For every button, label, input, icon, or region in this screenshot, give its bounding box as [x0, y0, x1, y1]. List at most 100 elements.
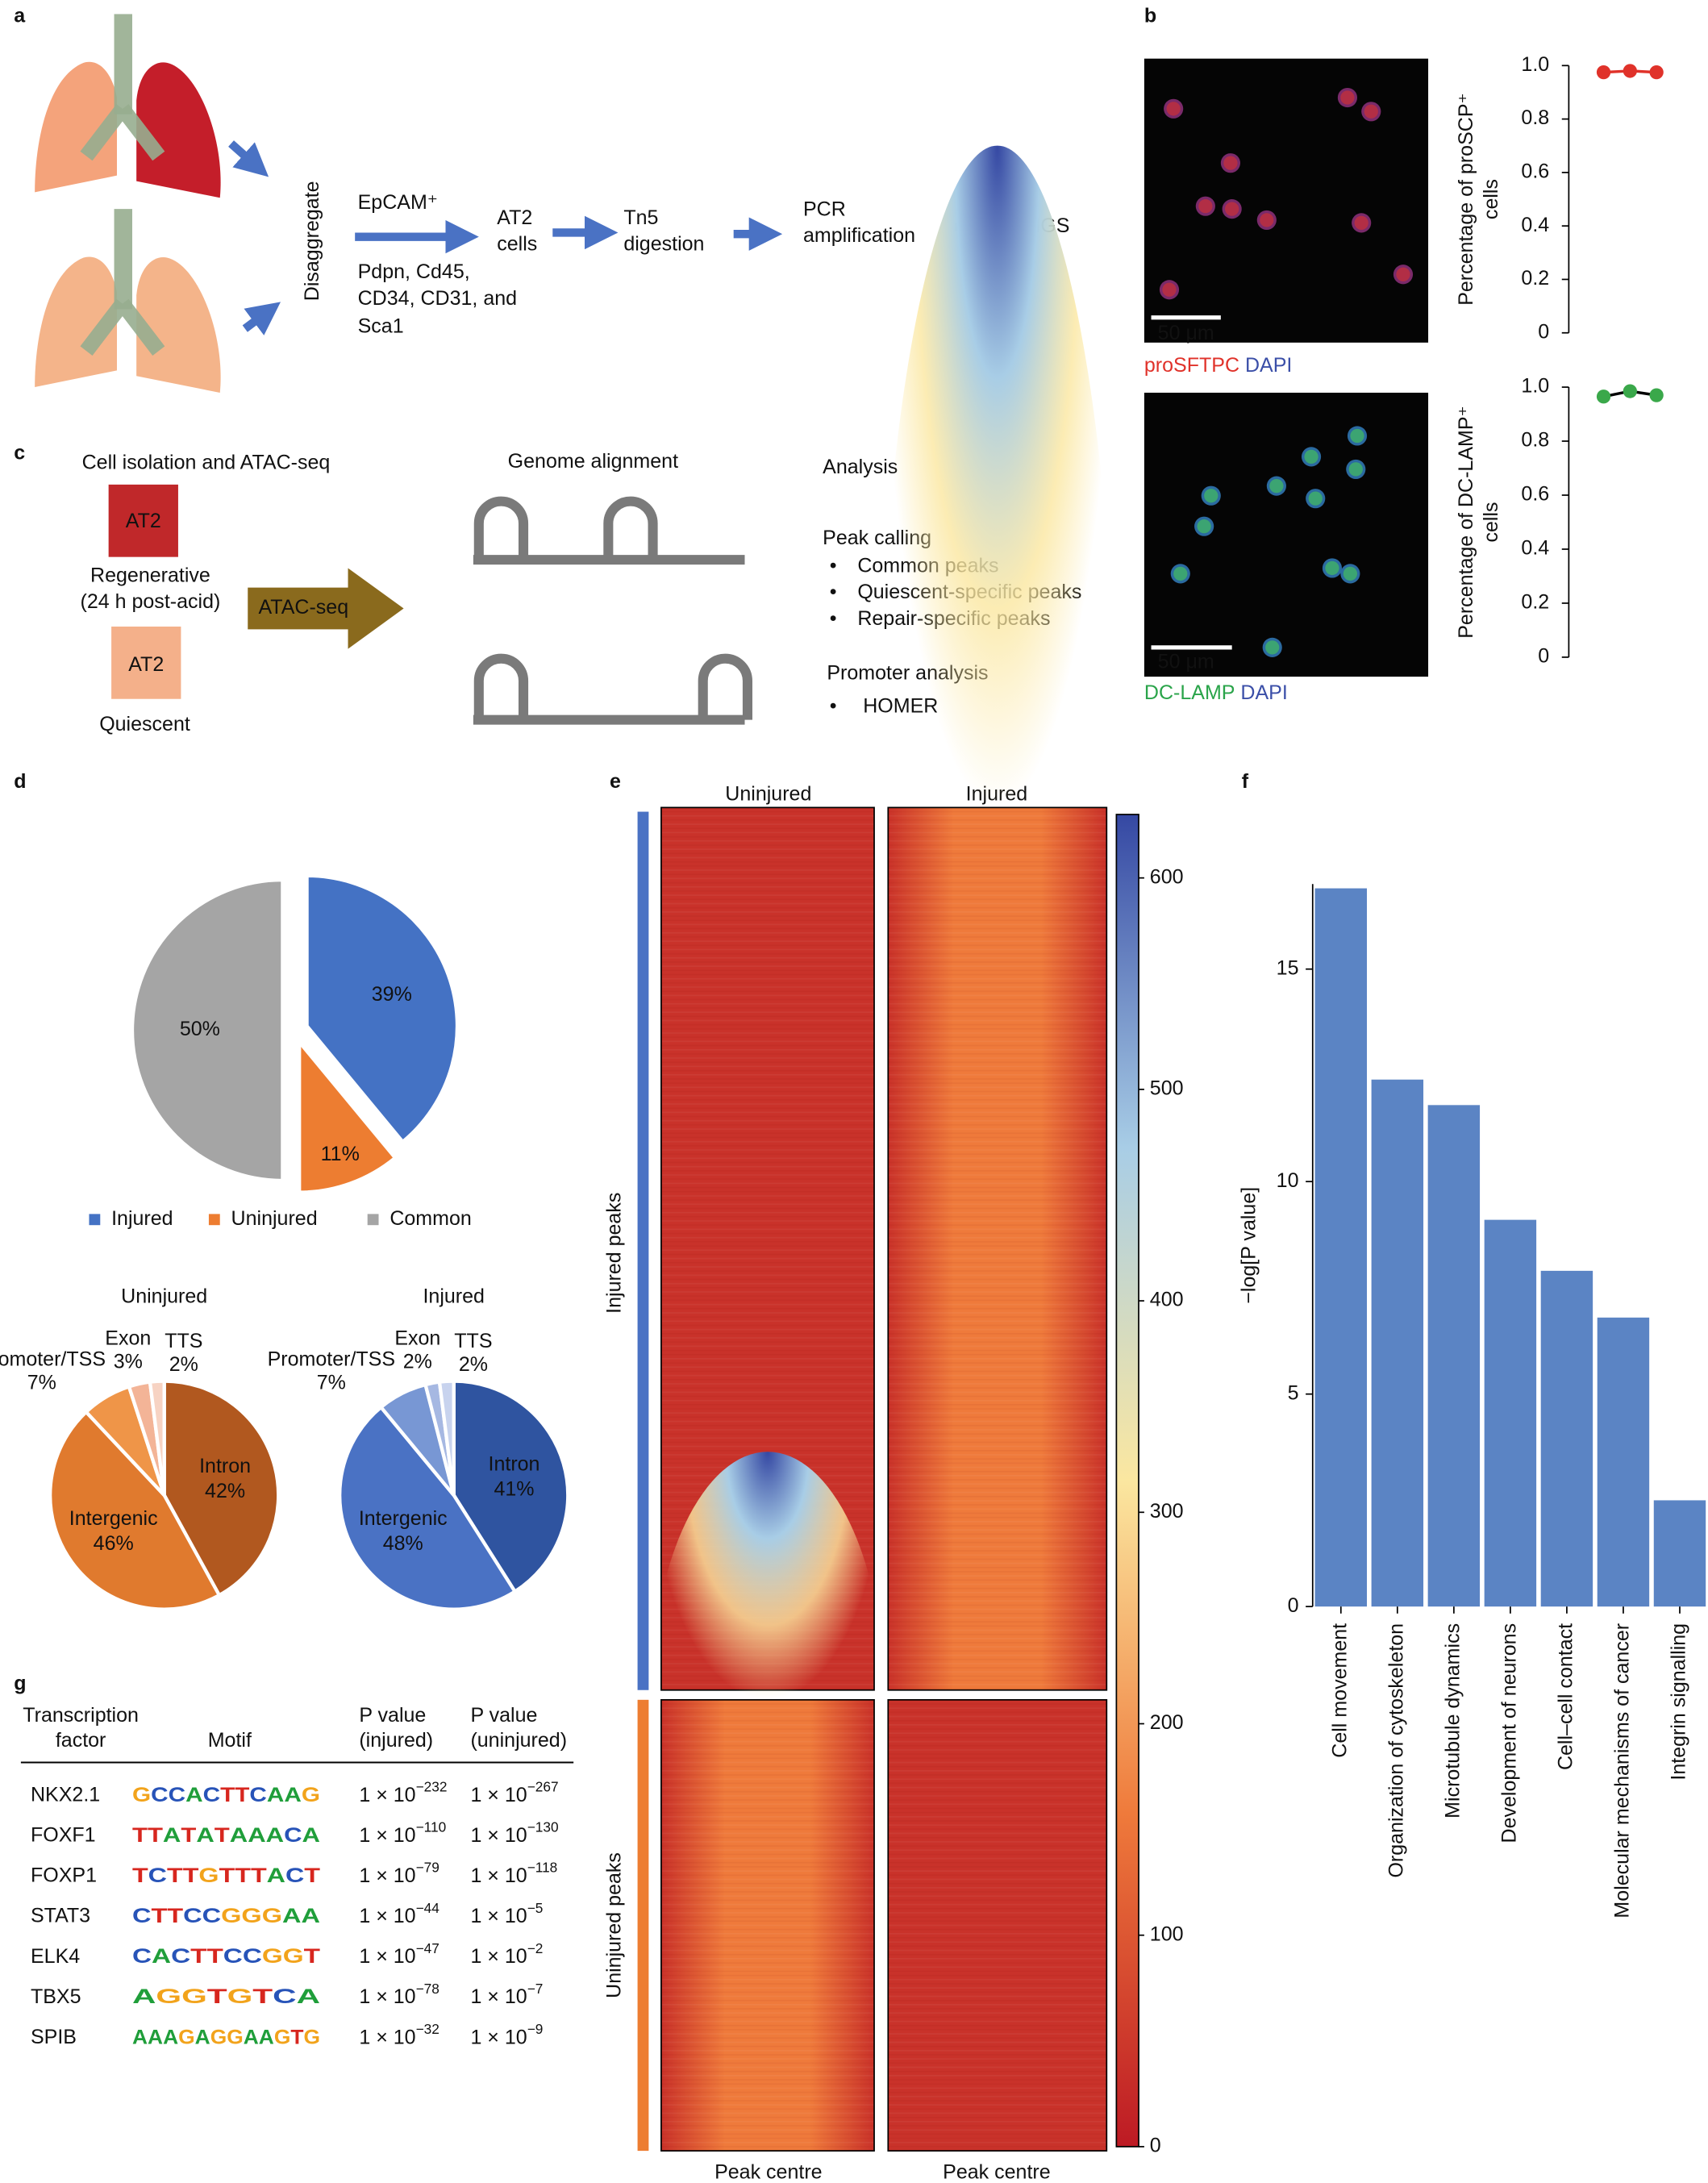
- bar: [1427, 1105, 1481, 1607]
- data-point: [1623, 64, 1637, 78]
- p-base: 1 × 10: [470, 1784, 527, 1806]
- heatmap-frame: [660, 1698, 875, 2152]
- cell-stain: [1304, 449, 1318, 465]
- stain-label: proSFTPC DAPI: [1144, 354, 1292, 377]
- slice-label: Exon: [105, 1327, 151, 1349]
- arrow: [228, 140, 269, 177]
- slice-label: Intergenic: [359, 1507, 448, 1530]
- stain-name: DAPI: [1245, 354, 1292, 377]
- p-value: 1 × 10−9: [470, 2020, 543, 2048]
- pie-title: Injured: [423, 1285, 485, 1308]
- cell-stain: [1260, 213, 1274, 227]
- y-tick-label: 0.2: [1521, 267, 1549, 290]
- p-value: 1 × 10−5: [470, 1899, 543, 1927]
- label: •: [830, 581, 837, 603]
- p-value: 1 × 10−7: [470, 1980, 543, 2007]
- legend-swatch: [367, 1214, 379, 1226]
- table-cell: NKX2.1: [31, 1784, 100, 1806]
- trachea: [114, 209, 132, 310]
- pie-slice: [437, 1379, 456, 1496]
- x-tick-label: Microtubule dynamics: [1441, 1623, 1464, 1818]
- cell-stain: [1197, 519, 1211, 534]
- slice-label: Promoter/TSS: [268, 1348, 395, 1370]
- data-point: [1649, 65, 1664, 80]
- p-value: 1 × 10−130: [470, 1818, 558, 1846]
- heatmap: [888, 1699, 1107, 2152]
- atac-arrow: [248, 568, 404, 649]
- y-axis-label: −log[P value]: [1238, 1187, 1260, 1304]
- cell-stain: [1348, 462, 1363, 477]
- cell-stain: [1325, 560, 1339, 576]
- track: [473, 496, 745, 565]
- stain-label: DC-LAMP DAPI: [1144, 681, 1288, 703]
- heatmap-frame: [887, 1698, 1108, 2152]
- label: Uninjured peaks: [603, 1852, 626, 1998]
- cell-stain: [1166, 102, 1181, 116]
- legend-label: Uninjured: [231, 1207, 318, 1230]
- cell-stain: [1308, 491, 1323, 506]
- legend-swatch: [89, 1214, 101, 1226]
- label: digestion: [623, 233, 704, 256]
- table-cell: TBX5: [31, 1985, 81, 2008]
- y-tick-label: 0.8: [1521, 429, 1549, 452]
- label: Cell isolation and ATAC-seq: [82, 452, 331, 474]
- cell-stain: [1162, 282, 1177, 297]
- p-value: 1 × 10−32: [359, 2020, 439, 2048]
- cell-stain: [1354, 215, 1368, 231]
- stain-name: proSFTPC: [1144, 354, 1239, 377]
- heatmap-frame: [887, 806, 1108, 1691]
- p-exponent: −32: [416, 2020, 439, 2036]
- pie-slice: [162, 1379, 281, 1598]
- pie-slice: [148, 1379, 166, 1496]
- at2-regenerative-box: [108, 484, 178, 557]
- p-base: 1 × 10: [470, 1905, 527, 1927]
- bronchi: [80, 298, 165, 356]
- p-exponent: −267: [527, 1778, 559, 1794]
- x-tick-label: Organization of cytoskeleton: [1385, 1623, 1407, 1878]
- slice-value: 46%: [94, 1532, 134, 1555]
- label: Pdpn, Cd45,: [358, 260, 470, 283]
- p-base: 1 × 10: [359, 1945, 415, 1968]
- slice-label: Intergenic: [69, 1507, 158, 1530]
- slice-value: 7%: [27, 1372, 56, 1394]
- y-tick-label: 0.6: [1521, 483, 1549, 506]
- label: AT2: [497, 206, 532, 229]
- pie-slice: [130, 877, 285, 1183]
- colorbar-tick-label: 600: [1150, 865, 1184, 888]
- y-tick-label: 5: [1288, 1381, 1299, 1404]
- bar: [1653, 1500, 1706, 1607]
- p-exponent: −47: [416, 1939, 439, 1956]
- p-base: 1 × 10: [359, 1784, 415, 1806]
- label: 50 μm: [1158, 650, 1214, 673]
- table-header: P value: [359, 1704, 426, 1727]
- data-point: [1596, 390, 1611, 404]
- colorbar-tick-label: 300: [1150, 1500, 1184, 1523]
- y-tick-label: 15: [1277, 956, 1299, 979]
- p-value: 1 × 10−47: [359, 1939, 439, 1967]
- p-base: 1 × 10: [470, 2026, 527, 2048]
- colorbar-tick-label: 100: [1150, 1923, 1184, 1945]
- table-header: P value: [470, 1704, 537, 1727]
- slice-label: Intron: [489, 1452, 540, 1475]
- cell-stain: [1396, 267, 1410, 281]
- x-tick-label: Cell–cell contact: [1555, 1623, 1577, 1770]
- colorbar-tick-label: 200: [1150, 1711, 1184, 1734]
- p-exponent: −232: [416, 1778, 448, 1794]
- bronchi: [80, 104, 165, 161]
- slice-value: 50%: [180, 1018, 220, 1040]
- table-header: factor: [56, 1729, 106, 1752]
- label: AT2: [128, 653, 164, 676]
- legend-label: Common: [390, 1207, 471, 1230]
- y-axis-label: Percentage of DC-LAMP⁺: [1455, 406, 1477, 639]
- p-base: 1 × 10: [359, 2026, 415, 2048]
- p-base: 1 × 10: [470, 1985, 527, 2008]
- p-value: 1 × 10−79: [359, 1859, 439, 1886]
- x-tick-label: Development of neurons: [1498, 1623, 1520, 1843]
- stain-name: DC-LAMP: [1144, 681, 1235, 703]
- x-tick-label: Molecular mechanisms of cancer: [1611, 1623, 1634, 1918]
- alignment-tracks: [473, 496, 752, 725]
